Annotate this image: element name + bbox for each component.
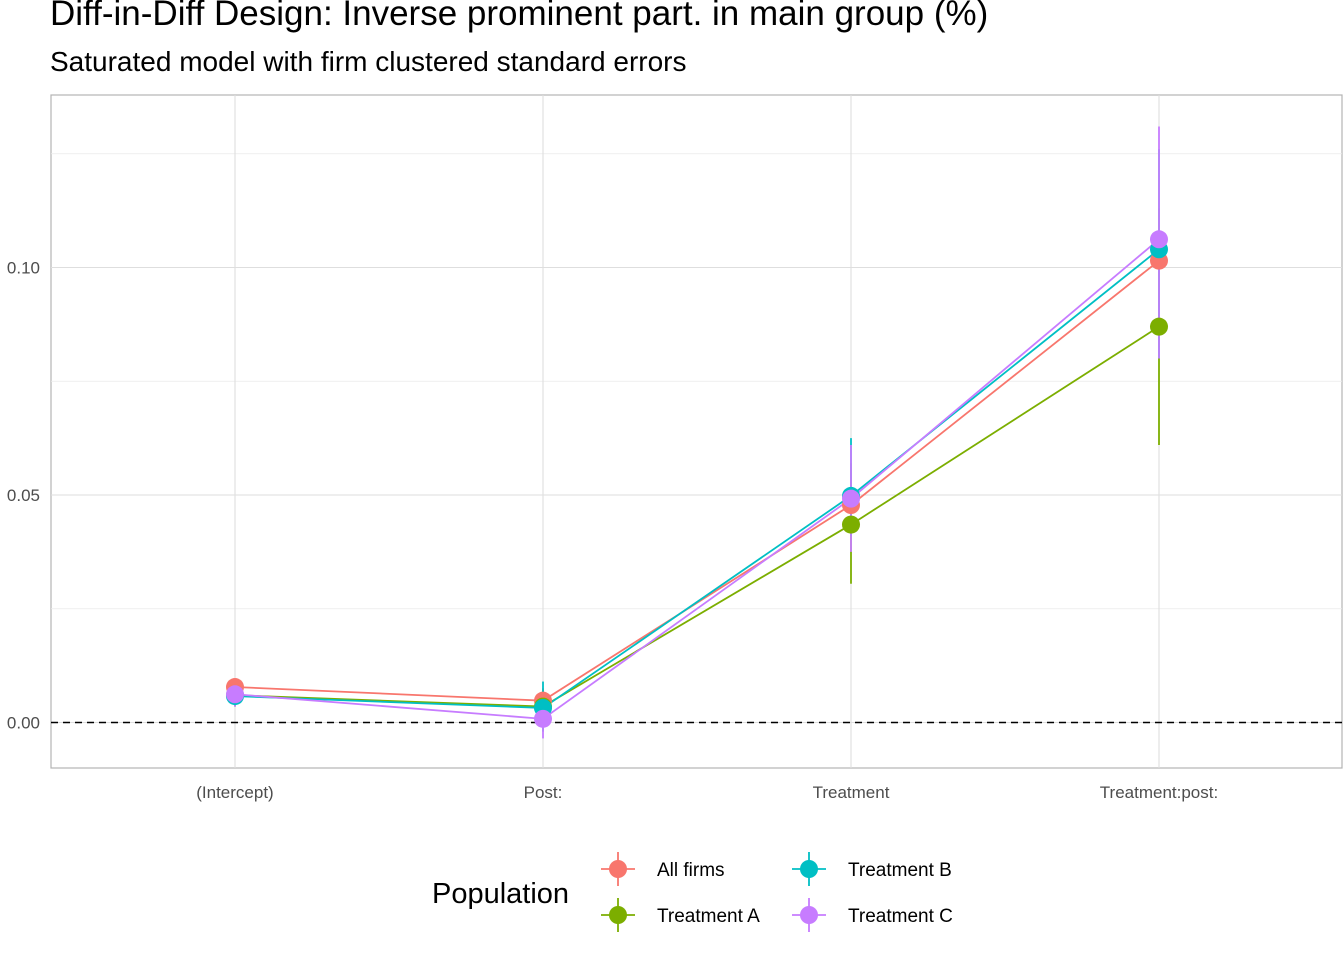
chart-title: Diff-in-Diff Design: Inverse prominent p… [50, 0, 989, 33]
x-tick-label: Treatment:post: [1100, 783, 1218, 802]
legend-key [601, 852, 635, 886]
legend-key-point [800, 860, 818, 878]
x-tick-label: Post: [524, 783, 563, 802]
legend-key-point [609, 860, 627, 878]
legend: Population All firms Treatment A Treatment… [432, 852, 953, 932]
data-point [534, 709, 552, 728]
series-points [226, 230, 1168, 728]
legend-label: All firms [657, 860, 725, 881]
y-axis-ticks: 0.00 0.05 0.10 [7, 259, 40, 733]
y-tick-label: 0.00 [7, 714, 40, 733]
series-line [234, 325, 1160, 708]
legend-key [792, 898, 826, 932]
legend-label: Treatment B [848, 860, 952, 881]
legend-key [792, 852, 826, 886]
series-line [234, 248, 1160, 709]
y-tick-label: 0.10 [7, 259, 40, 278]
series-lines [234, 238, 1160, 720]
x-axis-ticks: (Intercept) Post: Treatment Treatment:post: [196, 783, 1218, 802]
legend-label: Treatment A [657, 906, 760, 927]
y-tick-label: 0.05 [7, 486, 40, 505]
data-point [842, 515, 860, 534]
series-line [234, 238, 1160, 720]
x-tick-label: (Intercept) [196, 783, 273, 802]
legend-title: Population [432, 878, 569, 910]
data-point [842, 489, 860, 508]
legend-key-point [800, 906, 818, 924]
x-tick-label: Treatment [813, 783, 890, 802]
data-point [1150, 230, 1168, 249]
legend-key-point [609, 906, 627, 924]
chart-subtitle: Saturated model with firm clustered stan… [50, 46, 687, 77]
plot-panel [50, 94, 1343, 769]
legend-key [601, 898, 635, 932]
legend-label: Treatment C [848, 906, 953, 927]
data-point [1150, 317, 1168, 336]
data-point [226, 685, 244, 704]
